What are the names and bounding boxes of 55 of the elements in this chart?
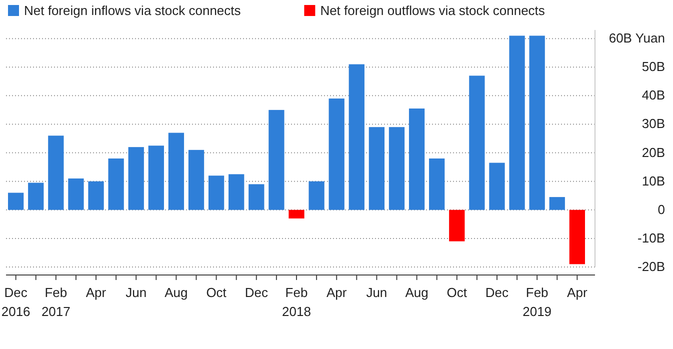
x-tick-label: Feb 2018	[282, 285, 311, 319]
bar	[8, 192, 24, 210]
bar	[268, 110, 284, 210]
bar	[168, 132, 184, 210]
bar	[388, 127, 405, 210]
bar	[308, 181, 324, 210]
bar	[28, 182, 44, 210]
bar	[449, 210, 465, 242]
x-tick-label: Dec	[485, 285, 510, 300]
bar	[128, 147, 144, 210]
y-tick-label: 50B	[642, 59, 665, 74]
bar	[148, 146, 164, 210]
bar	[68, 178, 84, 210]
bar	[408, 108, 425, 210]
bar	[208, 176, 224, 210]
bar	[549, 197, 565, 210]
bar	[48, 136, 64, 210]
x-tick-label: Aug	[164, 285, 188, 300]
x-tick-label: Dec	[244, 285, 268, 300]
x-tick-label: Jun	[126, 285, 147, 300]
y-tick-label: 20B	[642, 144, 665, 160]
x-tick-label: Feb 2019	[522, 285, 552, 319]
bar	[469, 76, 485, 210]
y-tick-label: 60B Yuan	[608, 30, 665, 46]
x-tick-label: Jun	[366, 285, 388, 300]
y-tick-label: 40B	[642, 88, 665, 103]
bar	[429, 158, 445, 210]
bar	[88, 181, 104, 210]
legend-label: Net foreign inflows via stock connects	[24, 3, 242, 18]
x-tick-label: Feb 2017	[41, 285, 70, 319]
bar	[489, 162, 505, 210]
bar	[569, 210, 585, 264]
bar	[348, 64, 364, 210]
bar	[228, 174, 244, 210]
x-tick-label: Oct	[446, 285, 468, 300]
bar	[248, 184, 264, 210]
y-tick-label: 0	[658, 202, 665, 217]
bar	[288, 210, 304, 218]
bar	[529, 36, 545, 210]
bar	[509, 36, 525, 210]
legend-label: Net foreign outflows via stock connects	[320, 3, 546, 18]
x-tick-label: Oct	[206, 285, 227, 300]
y-tick-label: -10B	[638, 230, 665, 246]
bar	[328, 98, 344, 210]
x-tick-label: Dec 2016	[1, 285, 30, 319]
bar	[108, 158, 124, 210]
bar	[368, 127, 385, 210]
y-tick-label: -20B	[638, 259, 665, 274]
x-tick-label: Apr	[567, 285, 588, 300]
x-tick-label: Apr	[86, 285, 107, 300]
bar	[188, 150, 204, 210]
y-tick-label: 10B	[642, 173, 665, 188]
y-tick-label: 30B	[642, 116, 665, 132]
x-tick-label: Aug	[405, 285, 428, 300]
x-tick-label: Apr	[326, 285, 348, 300]
